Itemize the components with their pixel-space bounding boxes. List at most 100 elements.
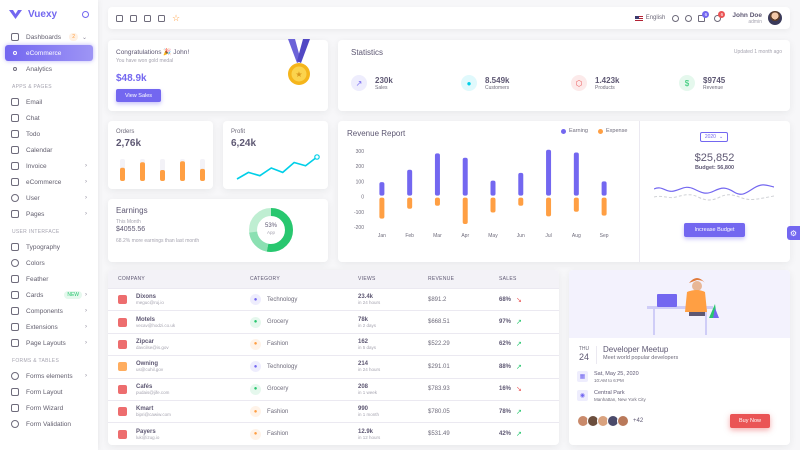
- sidebar-item-pages[interactable]: Pages ›: [5, 206, 93, 222]
- table-row[interactable]: Dixons meguc@ruj.io ● Technology 23.4k in 24 …: [108, 288, 559, 310]
- category-icon: ●: [250, 361, 261, 373]
- increase-budget-button[interactable]: Increase Budget: [684, 223, 745, 237]
- stat-label: Products: [595, 84, 615, 91]
- earning-bar: [546, 149, 552, 196]
- credit-card-icon: [11, 291, 19, 299]
- stat-customers: ● 8.549k Customers: [461, 75, 509, 91]
- table-row[interactable]: Payers luk@izug.io ● Fashion 12.9k in 12 hour…: [108, 422, 559, 444]
- sidebar-item-form-validation[interactable]: Form Validation: [5, 416, 93, 432]
- category-icon: ●: [250, 406, 261, 418]
- vuexy-logo-icon: [9, 9, 22, 19]
- bell-icon[interactable]: 6: [714, 10, 726, 22]
- x-tick-label: Jul: [545, 233, 551, 239]
- message-square-icon[interactable]: [130, 14, 137, 22]
- trending-up-icon: ↗: [351, 75, 367, 91]
- sidebar-item-analytics[interactable]: Analytics: [5, 61, 93, 77]
- congrats-title: Congratulations 🎉 John!: [116, 49, 190, 56]
- sidebar-item-ecommerce[interactable]: eCommerce ›: [5, 174, 93, 190]
- orders-bar: [140, 162, 145, 181]
- sidebar-item-typography[interactable]: Typography: [5, 239, 93, 255]
- company-cell: Zipcar davcilse@is.gov: [108, 339, 250, 350]
- legend-dot-expense: [597, 128, 603, 134]
- buy-now-button[interactable]: Buy Now: [730, 414, 770, 428]
- table-row[interactable]: Motels vecav@hodzi.co.uk ● Grocery 78k in 2 d…: [108, 310, 559, 332]
- sidebar-item-page-layouts[interactable]: Page Layouts ›: [5, 335, 93, 351]
- sidebar-item-dashboards[interactable]: Dashboards 2 ⌄: [5, 29, 93, 45]
- sidebar-item-cards[interactable]: Cards NEW ›: [5, 287, 93, 303]
- sidebar-item-chat[interactable]: Chat: [5, 110, 93, 126]
- box-icon: ⬡: [571, 75, 587, 91]
- expense-bar: [518, 197, 524, 206]
- avatar[interactable]: [617, 415, 629, 427]
- sidebar-item-calendar[interactable]: Calendar: [5, 142, 93, 158]
- category-icon: ●: [250, 428, 261, 440]
- donut-percent: 53%: [264, 223, 277, 229]
- earning-bar: [490, 180, 496, 196]
- earnings-donut-chart: [249, 208, 293, 252]
- sidebar-item-forms-elements[interactable]: Forms elements ›: [5, 368, 93, 384]
- circle-icon: [13, 67, 17, 71]
- sidebar-item-components[interactable]: Components ›: [5, 303, 93, 319]
- stat-label: Customers: [485, 84, 510, 91]
- package-icon: [11, 404, 19, 412]
- sidebar-item-todo[interactable]: Todo: [5, 126, 93, 142]
- sidebar-toggle-icon[interactable]: [82, 10, 89, 18]
- revenue-budget: Budget: 56,800: [694, 165, 735, 171]
- meetup-day: THU: [578, 346, 590, 352]
- message-square-icon: [11, 114, 19, 122]
- views-period: in 1 month: [358, 412, 380, 418]
- sales-value: 68%: [499, 296, 512, 303]
- expense-bar: [462, 197, 468, 224]
- view-sales-button[interactable]: View Sales: [116, 89, 161, 102]
- sidebar-item-invoice[interactable]: Invoice ›: [5, 158, 93, 174]
- star-icon[interactable]: ☆: [172, 12, 181, 23]
- table-row[interactable]: Cafés pudais@jife.com ● Grocery 208 in 1 week…: [108, 377, 559, 400]
- chevron-right-icon: ›: [85, 292, 87, 298]
- shopping-cart-icon[interactable]: 6: [698, 10, 710, 22]
- brand[interactable]: Vuexy: [0, 0, 98, 28]
- sidebar-item-ecommerce-dashboard[interactable]: eCommerce: [5, 45, 93, 61]
- year-value: 2020: [704, 134, 716, 140]
- company-logo-icon: [118, 362, 127, 372]
- sidebar-item-form-layout[interactable]: Form Layout: [5, 384, 93, 400]
- user-role: admin: [748, 18, 762, 25]
- us-flag-icon: [634, 15, 643, 21]
- category-name: Fashion: [267, 431, 289, 438]
- mail-icon[interactable]: [144, 14, 151, 22]
- profit-line-chart: [236, 154, 320, 180]
- company-cell: Cafés pudais@jife.com: [108, 384, 250, 395]
- sidebar-item-label: Components: [26, 307, 63, 315]
- revenue-total: $25,852: [694, 152, 735, 164]
- earnings-title: Earnings: [116, 206, 148, 215]
- meetup-subtitle: Meet world popular developers: [603, 355, 679, 361]
- sidebar-item-email[interactable]: Email: [5, 94, 93, 110]
- search-icon[interactable]: [685, 14, 693, 22]
- moon-icon[interactable]: [672, 14, 680, 22]
- sidebar-item-feather[interactable]: Feather: [5, 271, 93, 287]
- sales-value: 88%: [499, 363, 512, 370]
- sidebar-item-colors[interactable]: Colors: [5, 255, 93, 271]
- developer-illustration: [647, 278, 719, 335]
- sidebar-item-extensions[interactable]: Extensions ›: [5, 319, 93, 335]
- check-square-icon[interactable]: [158, 14, 165, 22]
- table-row[interactable]: Kmart bipri@cawiw.com ● Fashion 990 in 1 mont…: [108, 399, 559, 422]
- sales-value: 78%: [499, 408, 512, 415]
- avatar[interactable]: [768, 11, 782, 25]
- language-selector[interactable]: English: [645, 15, 666, 21]
- stat-value: 1.423k: [595, 75, 620, 85]
- settings-customizer-button[interactable]: ⚙: [787, 226, 800, 240]
- chevron-right-icon: ›: [85, 211, 87, 217]
- user-icon: [11, 194, 19, 202]
- sidebar-item-user[interactable]: User ›: [5, 190, 93, 206]
- sidebar-item-form-wizard[interactable]: Form Wizard: [5, 400, 93, 416]
- chevron-right-icon: ›: [85, 179, 87, 185]
- table-row[interactable]: Owning us@cuhil.gov ● Technology 214 in 24 ho…: [108, 355, 559, 377]
- sidebar-item-label: Invoice: [26, 162, 47, 170]
- table-row[interactable]: Zipcar davcilse@is.gov ● Fashion 162 in 5 day…: [108, 332, 559, 355]
- user-info[interactable]: John Doe admin: [732, 12, 762, 25]
- year-select[interactable]: 2020 ⌄: [700, 132, 728, 142]
- calendar-icon[interactable]: [116, 14, 123, 22]
- category-icon: ●: [250, 294, 261, 306]
- sales-value: 42%: [499, 431, 512, 438]
- profit-card: Profit 6,24k: [223, 121, 328, 189]
